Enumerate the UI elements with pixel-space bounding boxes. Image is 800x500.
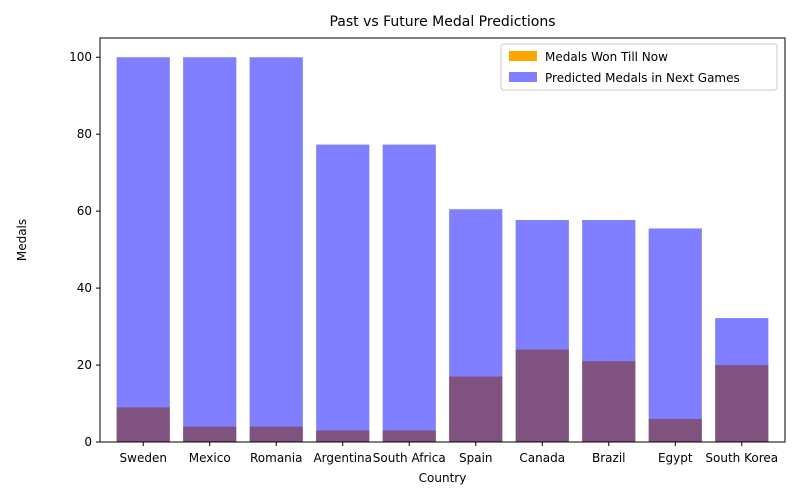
bar-predicted-romania <box>249 57 303 442</box>
series-predicted-bars <box>116 57 769 442</box>
x-axis: Sweden Mexico Romania Argentina South Africa… <box>120 442 778 465</box>
x-tick-label: Spain <box>459 451 493 465</box>
legend-box <box>500 43 778 91</box>
y-tick-label: 40 <box>77 281 92 295</box>
chart-title: Past vs Future Medal Predictions <box>329 14 555 30</box>
x-tick-label: Sweden <box>120 451 167 465</box>
legend-label-predicted: Predicted Medals in Next Games <box>545 71 740 85</box>
y-tick-label: 100 <box>69 50 92 64</box>
y-axis-label: Medals <box>15 219 29 261</box>
x-tick-label: South Korea <box>705 451 778 465</box>
x-tick-label: Brazil <box>592 451 626 465</box>
bar-predicted-mexico <box>183 57 237 442</box>
y-tick-label: 20 <box>77 358 92 372</box>
bar-predicted-sweden <box>116 57 170 442</box>
y-axis: 0 20 40 60 80 100 <box>69 50 100 449</box>
y-tick-label: 80 <box>77 127 92 141</box>
x-tick-label: South Africa <box>373 451 446 465</box>
x-axis-label: Country <box>419 471 467 485</box>
bar-predicted-south-korea <box>715 318 769 442</box>
y-tick-label: 0 <box>84 435 92 449</box>
x-tick-label: Romania <box>250 451 302 465</box>
bar-predicted-spain <box>449 209 503 442</box>
x-tick-label: Egypt <box>658 451 693 465</box>
legend: Medals Won Till Now Predicted Medals in … <box>500 43 778 91</box>
bar-predicted-canada <box>515 219 569 442</box>
bar-predicted-brazil <box>582 219 636 442</box>
x-tick-label: Mexico <box>189 451 231 465</box>
bar-predicted-argentina <box>316 144 370 442</box>
legend-swatch-predicted <box>509 72 537 82</box>
x-tick-label: Canada <box>519 451 565 465</box>
plot-frame <box>99 37 786 443</box>
legend-label-past: Medals Won Till Now <box>545 50 668 64</box>
x-tick-label: Argentina <box>313 451 372 465</box>
bar-predicted-south-africa <box>382 144 436 442</box>
bar-predicted-egypt <box>648 228 702 442</box>
legend-swatch-past <box>509 51 537 61</box>
y-tick-label: 60 <box>77 204 92 218</box>
